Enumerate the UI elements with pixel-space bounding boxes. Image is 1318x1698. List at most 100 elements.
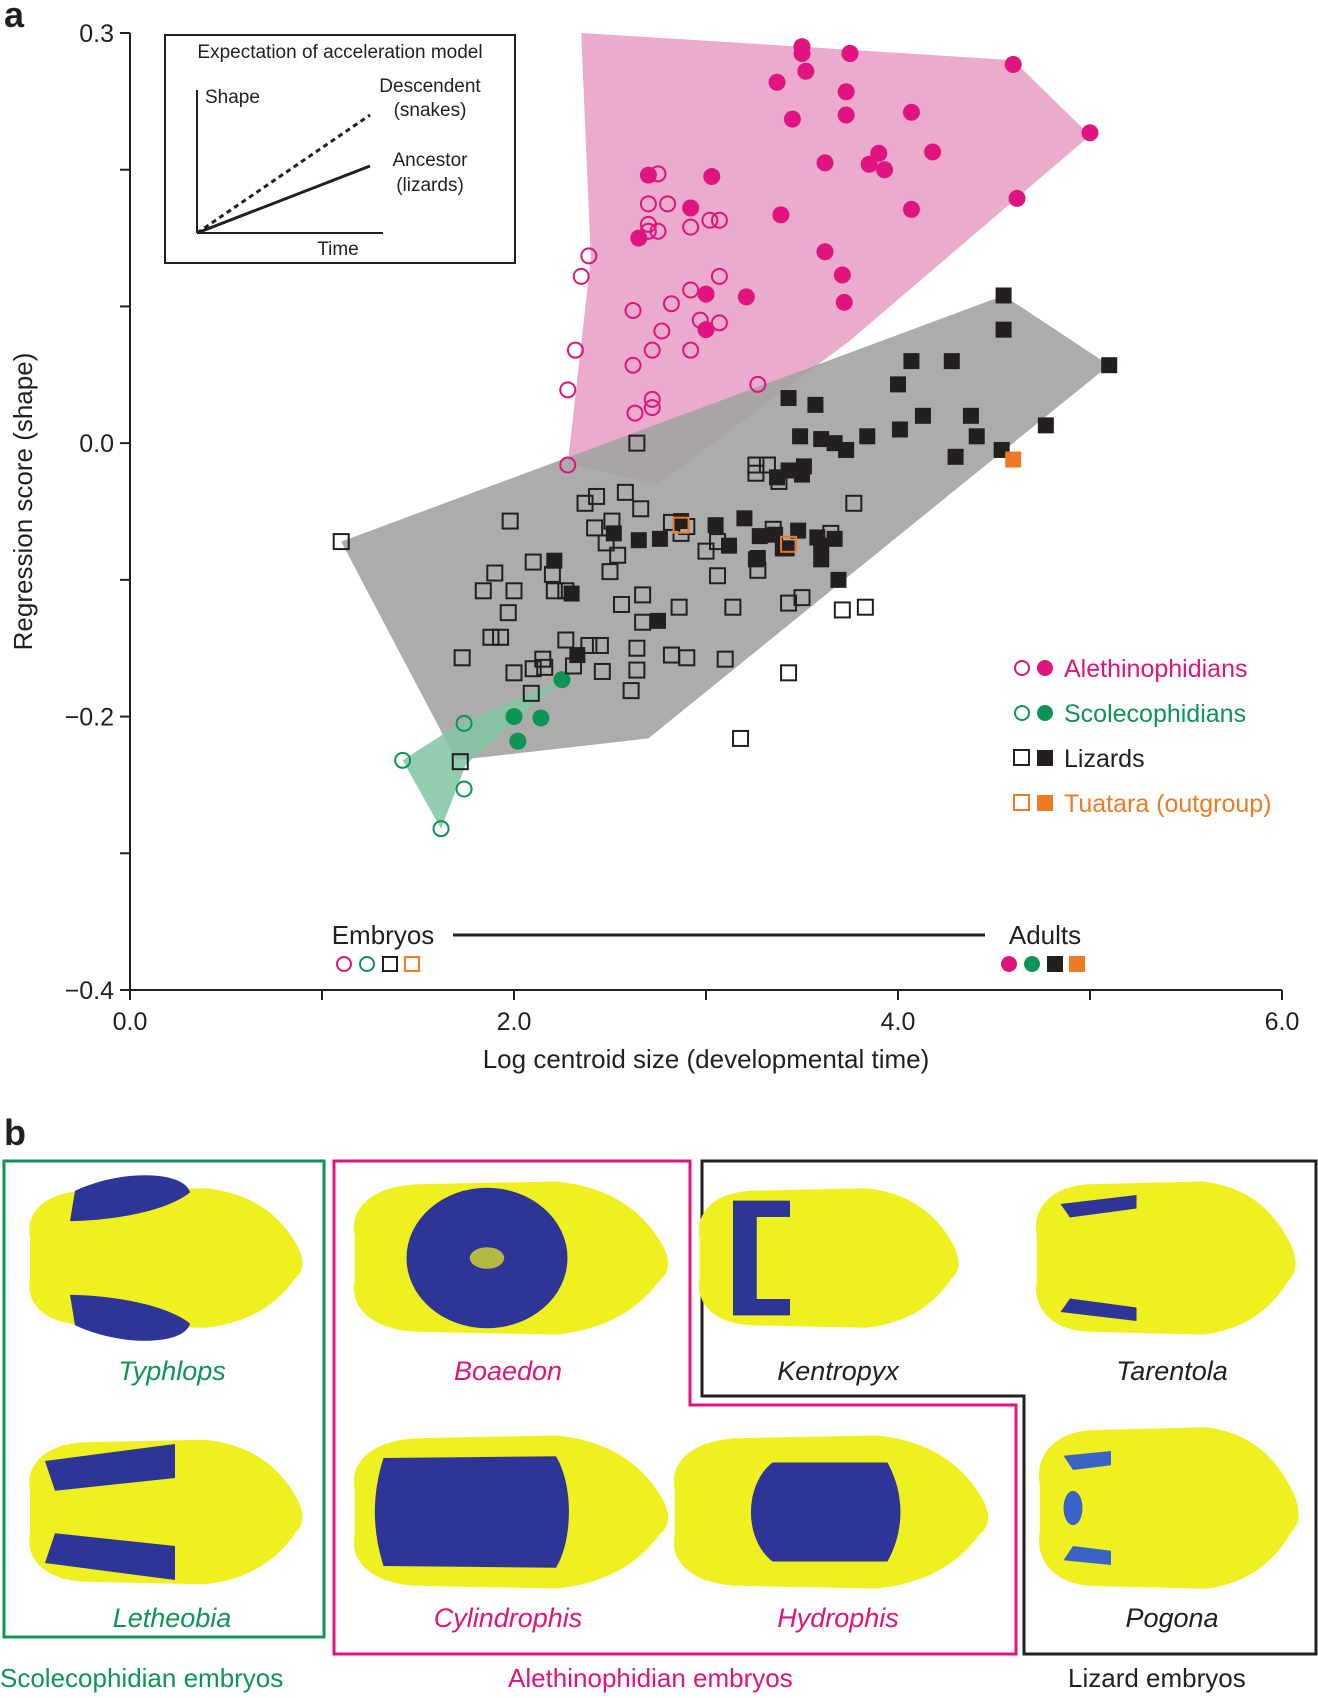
point-lizards-embryo — [628, 639, 646, 657]
inset-descendent-line — [196, 113, 371, 235]
point-alethinophidians-adult — [639, 166, 657, 184]
point-lizards-adult — [995, 287, 1012, 304]
point-alethinophidians-adult — [837, 83, 855, 101]
skull-kentropyx — [699, 1188, 959, 1328]
point-lizards-embryo — [793, 589, 811, 607]
point-lizards-embryo — [622, 682, 640, 700]
point-lizards-embryo — [482, 628, 500, 646]
point-lizards-adult — [838, 441, 855, 458]
skull-cylindrophis — [353, 1435, 669, 1589]
point-alethinophidians-embryo — [624, 302, 642, 320]
point-lizards-adult — [813, 551, 830, 568]
point-alethinophidians-embryo — [643, 341, 661, 359]
point-alethinophidians-embryo — [643, 399, 661, 417]
legend-alethinophidians: Alethinophidians — [1064, 655, 1247, 683]
point-lizards-embryo — [593, 662, 611, 680]
point-alethinophidians-embryo — [701, 211, 719, 229]
point-lizards-adult — [605, 525, 622, 542]
legend-lizards: Lizards — [1064, 745, 1145, 773]
point-lizards-embryo — [758, 456, 776, 474]
point-scolecophidians-embryo — [455, 714, 473, 732]
group-label-scolecophidian: Scolecophidian embryos — [0, 1663, 284, 1693]
point-lizards-adult — [807, 396, 824, 413]
point-alethinophidians-embryo — [662, 295, 680, 313]
inset-xlabel: Time — [317, 239, 359, 260]
point-alethinophidians-embryo — [682, 341, 700, 359]
species-label-hydrophis: Hydrophis — [777, 1603, 899, 1633]
point-alethinophidians-adult — [902, 103, 920, 121]
point-lizards-adult — [673, 513, 690, 530]
y-tick-label: −0.2 — [65, 704, 114, 732]
point-alethinophidians-adult — [924, 143, 942, 161]
point-alethinophidians-adult — [1008, 189, 1026, 207]
point-lizards-embryo — [557, 631, 575, 649]
species-label-tarentola: Tarentola — [1116, 1356, 1228, 1386]
point-lizards-adult — [792, 428, 809, 445]
panel-b-skulls — [2, 1159, 1318, 1656]
lizard-frame — [700, 1159, 1318, 1656]
inset-acceleration-model: Expectation of acceleration model Shape … — [164, 34, 516, 264]
panel-letter-a: a — [4, 0, 25, 35]
point-lizards-adult — [914, 407, 931, 424]
x-tick-label: 6.0 — [1265, 1008, 1300, 1036]
point-tuatara-adult — [1005, 451, 1022, 468]
inset-ylabel: Shape — [205, 87, 260, 108]
x-tick-label: 0.0 — [113, 1008, 148, 1036]
point-lizards-embryo — [586, 519, 604, 537]
point-lizards-embryo — [628, 661, 646, 679]
point-alethinophidians-embryo — [749, 375, 767, 393]
inset-title: Expectation of acceleration model — [197, 42, 482, 63]
point-scolecophidians-adult — [509, 732, 527, 750]
series-alethinophidian-adults — [630, 38, 1099, 339]
point-alethinophidians-adult — [737, 288, 755, 306]
y-tick-label: −0.4 — [65, 977, 114, 1005]
point-lizards-embryo — [522, 684, 540, 702]
data-points — [332, 38, 1118, 838]
series-alethinophidian-embryos — [559, 165, 767, 474]
point-lizards-embryo — [724, 598, 742, 616]
y-tick-label: 0.0 — [79, 430, 114, 458]
skull-typhlops — [29, 1175, 303, 1341]
point-lizards-adult — [780, 390, 797, 407]
point-alethinophidians-adult — [783, 110, 801, 128]
point-lizards-embryo — [492, 628, 510, 646]
legend-tuatara: Tuatara (outgroup) — [1064, 790, 1272, 818]
point-alethinophidians-adult — [816, 243, 834, 261]
point-alethinophidians-embryo — [710, 267, 728, 285]
species-label-letheobia: Letheobia — [112, 1603, 232, 1633]
point-scolecophidians-embryo — [394, 751, 412, 769]
point-lizards-embryo — [609, 546, 627, 564]
point-lizards-embryo — [634, 586, 652, 604]
point-alethinophidians-embryo — [580, 247, 598, 265]
point-alethinophidians-embryo — [649, 222, 667, 240]
point-alethinophidians-adult — [697, 321, 715, 339]
point-lizards-embryo — [613, 595, 631, 613]
point-alethinophidians-adult — [841, 45, 859, 63]
point-alethinophidians-adult — [837, 106, 855, 124]
point-lizards-embryo — [845, 494, 863, 512]
alethinophidian-frame — [332, 1159, 1018, 1656]
skull-hydrophis — [673, 1435, 989, 1589]
point-lizards-adult — [813, 431, 830, 448]
point-lizards-embryo — [678, 649, 696, 667]
point-lizards-adult — [546, 552, 563, 569]
point-lizards-adult — [890, 376, 906, 393]
inset-descendent-label-1: Descendent — [379, 76, 481, 97]
point-alethinophidians-embryo — [626, 404, 644, 422]
point-lizards-embryo — [732, 729, 750, 747]
point-lizards-embryo — [697, 542, 715, 560]
point-lizards-adult — [630, 532, 647, 549]
point-alethinophidians-adult — [697, 285, 715, 303]
point-alethinophidians-embryo — [682, 218, 700, 236]
point-lizards-embryo — [524, 660, 542, 678]
point-alethinophidians-adult — [833, 266, 851, 284]
series-tuatara-adults — [1005, 451, 1022, 468]
inset-descendent-label-2: (snakes) — [394, 100, 467, 121]
point-scolecophidians-embryo — [432, 820, 450, 838]
point-lizards-embryo — [576, 494, 594, 512]
point-alethinophidians-adult — [876, 161, 894, 179]
point-lizards-embryo — [716, 650, 734, 668]
point-alethinophidians-embryo — [710, 211, 728, 229]
inset-ancestor-label-1: Ancestor — [393, 150, 469, 171]
point-scolecophidians-adult — [532, 709, 550, 727]
